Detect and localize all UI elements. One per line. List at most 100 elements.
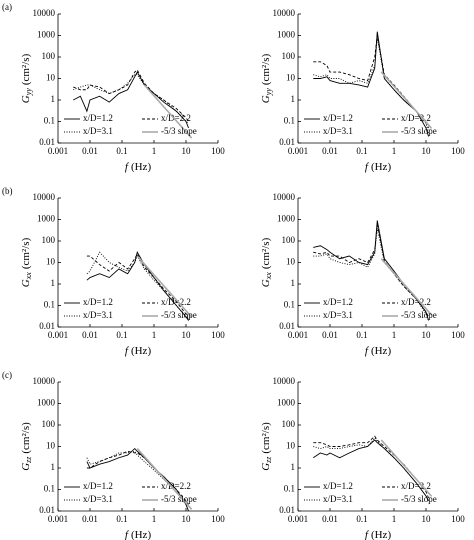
series-line — [86, 252, 189, 321]
legend-label: x/D=1.2 — [323, 113, 353, 123]
legend-label: x/D=1.2 — [83, 297, 113, 307]
x-label-unit: (Hz) — [131, 345, 151, 357]
x-axis-label: f (Hz) — [125, 529, 152, 540]
legend-label: -5/3 slope — [161, 126, 197, 136]
y-tick-label: 0.1 — [44, 300, 55, 310]
y-tick-label: 1 — [291, 462, 296, 472]
y-tick-label: 0.01 — [279, 137, 295, 147]
legend-label: x/D=1.2 — [323, 297, 353, 307]
x-tick-label: 0.1 — [116, 330, 127, 340]
series-line — [313, 224, 429, 317]
y-tick-label: 1 — [291, 94, 296, 104]
legend-label: x/D=3.1 — [83, 126, 113, 136]
legend-label: x/D=1.2 — [83, 481, 113, 491]
series-line — [313, 31, 429, 137]
y-tick-label: 100 — [282, 419, 296, 429]
x-tick-label: 0.01 — [322, 514, 338, 524]
legend-label: x/D=1.2 — [83, 113, 113, 123]
y-label-symbol: G — [20, 95, 32, 103]
y-tick-label: 0.01 — [39, 321, 55, 331]
y-label-subscript: yy — [264, 88, 273, 97]
legend-label: x/D=2.2 — [161, 481, 191, 491]
y-tick-label: 1000 — [277, 214, 296, 224]
x-label-symbol: f — [125, 345, 130, 357]
x-label-unit: (Hz) — [131, 161, 151, 173]
y-axis-label: Gzz (cm²/s) — [260, 422, 273, 471]
y-label-symbol: G — [260, 463, 272, 471]
x-tick-label: 0.001 — [48, 330, 68, 340]
y-axis-label: Gyy (cm²/s) — [260, 53, 273, 103]
series-line — [73, 69, 189, 122]
y-axis-label: Gyy (cm²/s) — [20, 53, 33, 103]
x-label-symbol: f — [125, 529, 130, 540]
series-line — [380, 258, 433, 316]
y-label-unit: (cm²/s) — [20, 53, 32, 85]
y-tick-label: 100 — [42, 51, 56, 61]
legend-label: x/D=2.2 — [161, 297, 191, 307]
x-label-symbol: f — [125, 161, 130, 173]
x-tick-label: 100 — [451, 514, 465, 524]
y-tick-label: 10 — [286, 257, 296, 267]
y-tick-label: 1 — [51, 462, 56, 472]
panel-label: (b) — [2, 186, 13, 196]
y-label-unit: (cm²/s) — [20, 237, 32, 269]
x-tick-label: 0.001 — [288, 146, 308, 156]
x-tick-label: 0.1 — [356, 146, 367, 156]
y-label-subscript: yy — [24, 88, 33, 97]
y-tick-label: 0.01 — [39, 505, 55, 515]
x-tick-label: 0.01 — [82, 330, 98, 340]
x-label-unit: (Hz) — [371, 161, 391, 173]
x-tick-label: 1 — [152, 514, 157, 524]
y-tick-label: 0.1 — [284, 300, 295, 310]
y-label-unit: (cm²/s) — [20, 422, 32, 454]
y-tick-label: 10000 — [273, 192, 296, 202]
x-axis-label: f (Hz) — [125, 161, 152, 173]
x-axis-label: f (Hz) — [125, 345, 152, 357]
series-line — [86, 251, 189, 321]
y-tick-label: 0.01 — [279, 505, 295, 515]
x-tick-label: 100 — [211, 330, 225, 340]
y-tick-label: 1000 — [37, 214, 56, 224]
legend-label: x/D=3.1 — [323, 310, 353, 320]
y-axis-label: Gzz (cm²/s) — [20, 422, 33, 471]
y-tick-label: 0.1 — [284, 484, 295, 494]
x-tick-label: 10 — [182, 330, 192, 340]
x-tick-label: 0.001 — [288, 514, 308, 524]
legend-label: -5/3 slope — [401, 126, 437, 136]
y-tick-label: 10000 — [273, 376, 296, 386]
y-tick-label: 0.1 — [284, 116, 295, 126]
y-label-subscript: xx — [264, 272, 273, 281]
legend-label: -5/3 slope — [161, 494, 197, 504]
x-tick-label: 10 — [422, 330, 432, 340]
x-tick-label: 1 — [392, 330, 397, 340]
y-tick-label: 100 — [282, 235, 296, 245]
series-line — [380, 439, 433, 497]
panel-label: (a) — [2, 2, 12, 12]
y-label-unit: (cm²/s) — [260, 422, 272, 454]
y-axis-label: Gxx (cm²/s) — [260, 237, 273, 287]
series-line — [136, 255, 193, 318]
x-label-unit: (Hz) — [371, 529, 391, 540]
legend-label: x/D=2.2 — [401, 297, 431, 307]
x-axis-label: f (Hz) — [365, 161, 392, 173]
y-label-symbol: G — [20, 279, 32, 287]
y-tick-label: 1000 — [277, 398, 296, 408]
y-tick-label: 10 — [46, 441, 56, 451]
x-tick-label: 0.001 — [288, 330, 308, 340]
legend-label: x/D=3.1 — [323, 494, 353, 504]
y-tick-label: 10000 — [273, 8, 296, 18]
y-label-subscript: zz — [264, 456, 273, 464]
x-label-symbol: f — [365, 161, 370, 173]
y-tick-label: 10 — [286, 441, 296, 451]
legend-label: x/D=2.2 — [401, 481, 431, 491]
y-tick-label: 10 — [46, 73, 56, 83]
y-tick-label: 0.1 — [44, 484, 55, 494]
y-axis-label: Gxx (cm²/s) — [20, 237, 33, 287]
series-line — [73, 71, 189, 129]
y-tick-label: 0.01 — [279, 321, 295, 331]
series-line — [380, 71, 433, 129]
